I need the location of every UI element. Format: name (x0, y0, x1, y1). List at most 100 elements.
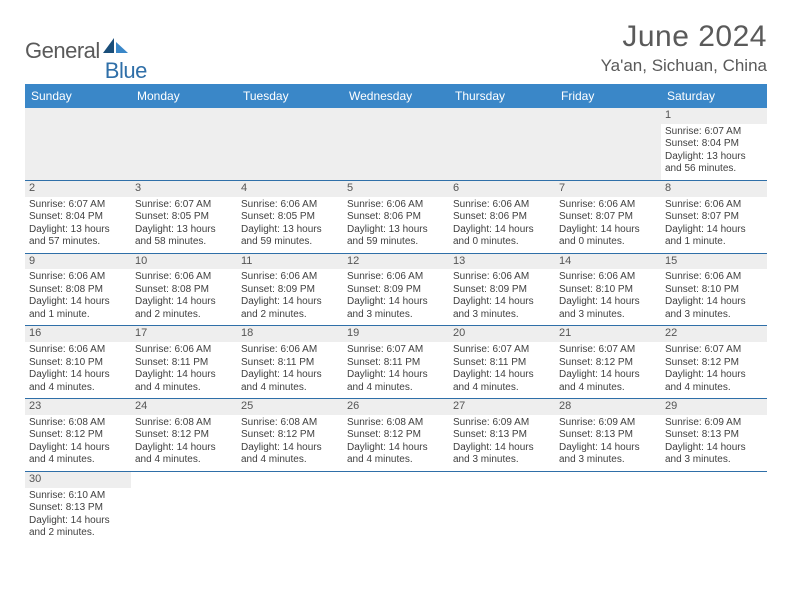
day-number: 28 (555, 399, 661, 415)
day-cell: 26Sunrise: 6:08 AMSunset: 8:12 PMDayligh… (343, 399, 449, 472)
daylight-line: Daylight: 14 hours and 4 minutes. (453, 369, 551, 394)
weekday-header: Saturday (661, 84, 767, 108)
day-cell: 23Sunrise: 6:08 AMSunset: 8:12 PMDayligh… (25, 399, 131, 472)
day-cell: 16Sunrise: 6:06 AMSunset: 8:10 PMDayligh… (25, 326, 131, 399)
sunrise-line: Sunrise: 6:10 AM (29, 490, 127, 503)
daylight-line: Daylight: 13 hours and 59 minutes. (241, 224, 339, 249)
logo-text-general: General (25, 38, 100, 64)
day-number: 27 (449, 399, 555, 415)
weeks-container: 1Sunrise: 6:07 AMSunset: 8:04 PMDaylight… (25, 108, 767, 544)
day-cell: 2Sunrise: 6:07 AMSunset: 8:04 PMDaylight… (25, 181, 131, 254)
daylight-line: Daylight: 13 hours and 59 minutes. (347, 224, 445, 249)
sunrise-line: Sunrise: 6:07 AM (29, 199, 127, 212)
sunrise-line: Sunrise: 6:06 AM (241, 199, 339, 212)
sunrise-line: Sunrise: 6:08 AM (347, 417, 445, 430)
empty-cell (237, 472, 343, 544)
weekday-header: Tuesday (237, 84, 343, 108)
calendar: SundayMondayTuesdayWednesdayThursdayFrid… (25, 84, 767, 544)
empty-cell (661, 472, 767, 544)
day-cell: 11Sunrise: 6:06 AMSunset: 8:09 PMDayligh… (237, 254, 343, 327)
day-cell: 5Sunrise: 6:06 AMSunset: 8:06 PMDaylight… (343, 181, 449, 254)
day-number: 5 (343, 181, 449, 197)
sunrise-line: Sunrise: 6:07 AM (665, 126, 763, 139)
day-number: 24 (131, 399, 237, 415)
daylight-line: Daylight: 14 hours and 3 minutes. (665, 296, 763, 321)
sunrise-line: Sunrise: 6:09 AM (559, 417, 657, 430)
week-row: 1Sunrise: 6:07 AMSunset: 8:04 PMDaylight… (25, 108, 767, 181)
location: Ya'an, Sichuan, China (601, 56, 767, 76)
day-cell: 12Sunrise: 6:06 AMSunset: 8:09 PMDayligh… (343, 254, 449, 327)
sunset-line: Sunset: 8:13 PM (665, 429, 763, 442)
day-number: 4 (237, 181, 343, 197)
day-number: 18 (237, 326, 343, 342)
day-number: 9 (25, 254, 131, 270)
day-cell: 17Sunrise: 6:06 AMSunset: 8:11 PMDayligh… (131, 326, 237, 399)
empty-cell (555, 108, 661, 181)
sunset-line: Sunset: 8:11 PM (347, 357, 445, 370)
day-cell: 24Sunrise: 6:08 AMSunset: 8:12 PMDayligh… (131, 399, 237, 472)
sunrise-line: Sunrise: 6:09 AM (453, 417, 551, 430)
sunset-line: Sunset: 8:13 PM (29, 502, 127, 515)
day-cell: 19Sunrise: 6:07 AMSunset: 8:11 PMDayligh… (343, 326, 449, 399)
sunset-line: Sunset: 8:05 PM (135, 211, 233, 224)
day-number: 17 (131, 326, 237, 342)
day-number: 8 (661, 181, 767, 197)
day-number: 20 (449, 326, 555, 342)
sunset-line: Sunset: 8:05 PM (241, 211, 339, 224)
sunrise-line: Sunrise: 6:06 AM (453, 199, 551, 212)
empty-cell (343, 108, 449, 181)
sunrise-line: Sunrise: 6:06 AM (347, 271, 445, 284)
sunset-line: Sunset: 8:09 PM (347, 284, 445, 297)
daylight-line: Daylight: 14 hours and 3 minutes. (559, 296, 657, 321)
sunset-line: Sunset: 8:12 PM (29, 429, 127, 442)
sunset-line: Sunset: 8:10 PM (665, 284, 763, 297)
day-cell: 28Sunrise: 6:09 AMSunset: 8:13 PMDayligh… (555, 399, 661, 472)
sunrise-line: Sunrise: 6:06 AM (241, 271, 339, 284)
sunset-line: Sunset: 8:08 PM (135, 284, 233, 297)
day-cell: 29Sunrise: 6:09 AMSunset: 8:13 PMDayligh… (661, 399, 767, 472)
empty-cell (25, 108, 131, 181)
day-cell: 9Sunrise: 6:06 AMSunset: 8:08 PMDaylight… (25, 254, 131, 327)
title-block: June 2024 Ya'an, Sichuan, China (601, 20, 767, 76)
weekday-header: Sunday (25, 84, 131, 108)
daylight-line: Daylight: 14 hours and 4 minutes. (241, 442, 339, 467)
day-number: 10 (131, 254, 237, 270)
day-number: 14 (555, 254, 661, 270)
sunset-line: Sunset: 8:10 PM (29, 357, 127, 370)
day-cell: 8Sunrise: 6:06 AMSunset: 8:07 PMDaylight… (661, 181, 767, 254)
day-number: 6 (449, 181, 555, 197)
daylight-line: Daylight: 14 hours and 4 minutes. (29, 442, 127, 467)
daylight-line: Daylight: 14 hours and 3 minutes. (453, 442, 551, 467)
sunset-line: Sunset: 8:06 PM (453, 211, 551, 224)
sunset-line: Sunset: 8:12 PM (347, 429, 445, 442)
empty-cell (131, 108, 237, 181)
sunrise-line: Sunrise: 6:06 AM (665, 199, 763, 212)
day-cell: 10Sunrise: 6:06 AMSunset: 8:08 PMDayligh… (131, 254, 237, 327)
sunset-line: Sunset: 8:09 PM (241, 284, 339, 297)
day-number: 29 (661, 399, 767, 415)
daylight-line: Daylight: 13 hours and 57 minutes. (29, 224, 127, 249)
logo-text-blue: Blue (105, 58, 147, 84)
sunrise-line: Sunrise: 6:06 AM (453, 271, 551, 284)
daylight-line: Daylight: 14 hours and 4 minutes. (347, 442, 445, 467)
sunset-line: Sunset: 8:10 PM (559, 284, 657, 297)
sunset-line: Sunset: 8:11 PM (135, 357, 233, 370)
sunrise-line: Sunrise: 6:06 AM (559, 271, 657, 284)
sunrise-line: Sunrise: 6:06 AM (559, 199, 657, 212)
day-cell: 13Sunrise: 6:06 AMSunset: 8:09 PMDayligh… (449, 254, 555, 327)
sunrise-line: Sunrise: 6:06 AM (241, 344, 339, 357)
sunset-line: Sunset: 8:12 PM (241, 429, 339, 442)
day-number: 15 (661, 254, 767, 270)
sunrise-line: Sunrise: 6:06 AM (135, 271, 233, 284)
empty-cell (449, 108, 555, 181)
sunrise-line: Sunrise: 6:07 AM (559, 344, 657, 357)
day-number: 7 (555, 181, 661, 197)
sunset-line: Sunset: 8:12 PM (665, 357, 763, 370)
daylight-line: Daylight: 14 hours and 3 minutes. (347, 296, 445, 321)
day-number: 22 (661, 326, 767, 342)
empty-cell (131, 472, 237, 544)
week-row: 23Sunrise: 6:08 AMSunset: 8:12 PMDayligh… (25, 399, 767, 472)
sunrise-line: Sunrise: 6:07 AM (665, 344, 763, 357)
day-number: 19 (343, 326, 449, 342)
sunrise-line: Sunrise: 6:06 AM (135, 344, 233, 357)
